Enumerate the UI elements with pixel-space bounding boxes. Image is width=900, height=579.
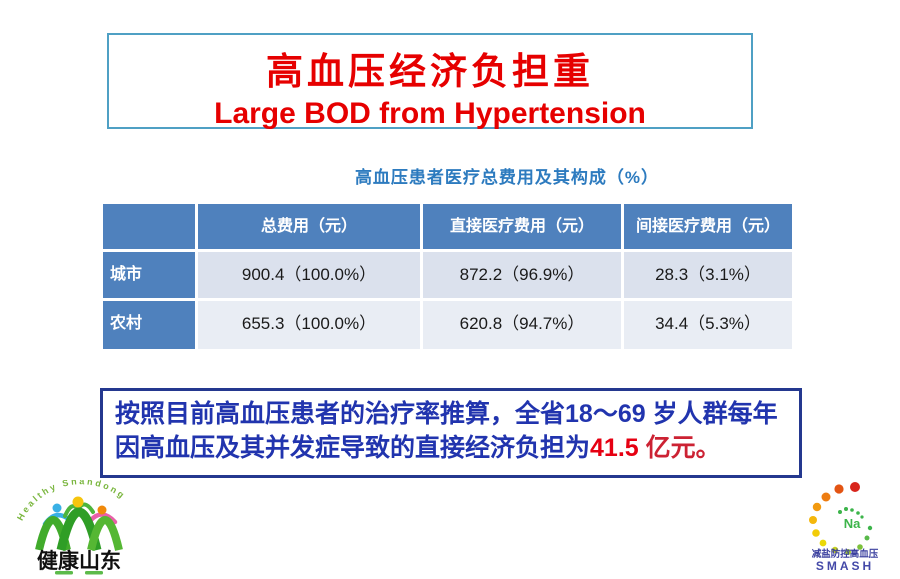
logo-tagline-marks — [55, 571, 103, 575]
header-blank-cell — [103, 204, 195, 249]
cell-rural-direct: 620.8（94.7%） — [423, 301, 621, 349]
slide-title-en: Large BOD from Hypertension — [214, 97, 646, 130]
table-caption: 高血压患者医疗总费用及其构成（%） — [354, 168, 660, 187]
cell-rural-total: 655.3（100.0%） — [198, 301, 420, 349]
mountain-icon — [35, 507, 123, 552]
title-box: 高血压经济负担重 Large BOD from Hypertension — [107, 33, 753, 130]
smash-logo: Na 减盐防控高血压 SMASH — [809, 482, 879, 573]
table-header-row: 总费用（元） 直接医疗费用（元） 间接医疗费用（元） — [103, 204, 792, 249]
sodium-symbol: Na — [844, 516, 861, 531]
smash-title-zh: 减盐防控高血压 — [812, 548, 879, 560]
cell-rural-indirect: 34.4（5.3%） — [624, 301, 792, 349]
slide-title-zh: 高血压经济负担重 — [266, 51, 594, 92]
healthy-shandong-logo: Healthy Shandong 健康山东 — [15, 480, 126, 575]
cell-urban-total: 900.4（100.0%） — [198, 252, 420, 298]
sodium-dot-ring-icon — [809, 482, 873, 555]
cell-urban-indirect: 28.3（3.1%） — [624, 252, 792, 298]
healthy-shandong-name: 健康山东 — [37, 549, 121, 573]
row-label-urban: 城市 — [103, 252, 195, 298]
smash-acronym: SMASH — [816, 559, 874, 573]
statement-unit: 亿元。 — [638, 433, 721, 462]
header-total-cost: 总费用（元） — [198, 204, 420, 249]
statement-line1-pre: 按照目前高血压患者的治疗率推算，全省 — [115, 400, 566, 428]
header-direct-cost: 直接医疗费用（元） — [423, 204, 621, 249]
statement-line1-post: 岁人群每年 — [645, 400, 778, 428]
statement-amount: 41.5 — [590, 433, 639, 462]
table-row-rural: 农村 655.3（100.0%） 620.8（94.7%） 34.4（5.3%） — [103, 301, 792, 349]
cell-urban-direct: 872.2（96.9%） — [423, 252, 621, 298]
header-indirect-cost: 间接医疗费用（元） — [624, 204, 792, 249]
cost-table: 总费用（元） 直接医疗费用（元） 间接医疗费用（元） 城市 900.4（100.… — [100, 201, 795, 352]
table-row-urban: 城市 900.4（100.0%） 872.2（96.9%） 28.3（3.1%） — [103, 252, 792, 298]
statement-age-range: 18～69 — [565, 400, 646, 428]
statement-box: 按照目前高血压患者的治疗率推算，全省18～69 岁人群每年 因高血压及其并发症导… — [100, 388, 802, 478]
statement-line2-pre: 因高血压及其并发症导致的直接经济负担为 — [115, 433, 591, 462]
row-label-rural: 农村 — [103, 301, 195, 349]
